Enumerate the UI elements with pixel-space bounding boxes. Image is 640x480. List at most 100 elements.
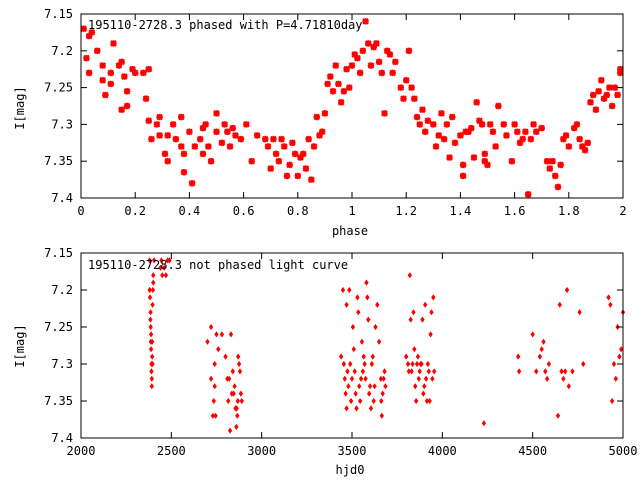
data-point [516, 353, 521, 360]
x-tick-label: 3500 [338, 444, 367, 458]
data-point [235, 412, 240, 419]
data-point [373, 40, 380, 47]
data-point [85, 32, 93, 40]
data-point [148, 346, 154, 353]
data-point [148, 309, 153, 316]
data-point [379, 412, 384, 419]
phased-points [80, 18, 624, 198]
data-point [617, 65, 624, 73]
data-point [563, 368, 568, 375]
data-point [371, 397, 376, 405]
data-point [555, 412, 561, 419]
data-point [337, 99, 345, 106]
data-point [348, 397, 354, 405]
data-point [83, 54, 90, 62]
data-point [381, 110, 388, 117]
data-point [435, 132, 442, 139]
data-point [358, 375, 364, 382]
x-tick-label: 4500 [518, 444, 547, 458]
data-point [286, 161, 293, 169]
data-point [404, 353, 409, 360]
data-point [566, 383, 571, 390]
data-point [102, 91, 109, 99]
data-point [619, 346, 624, 353]
x-tick-label: 0.8 [287, 204, 309, 218]
data-point [147, 257, 152, 264]
data-point [405, 360, 411, 368]
data-point [570, 124, 578, 132]
data-point [351, 51, 358, 58]
data-point [160, 272, 165, 279]
data-point [161, 150, 169, 158]
x-tick-label: 0.6 [233, 204, 255, 218]
data-point [161, 264, 167, 271]
data-point [503, 132, 510, 139]
data-point [416, 375, 422, 382]
data-point [527, 135, 535, 143]
data-point [99, 62, 106, 69]
data-point [349, 375, 355, 382]
data-point [205, 338, 210, 345]
data-point [428, 331, 433, 338]
data-point [270, 135, 277, 143]
data-point [378, 69, 386, 77]
data-point [149, 368, 154, 375]
data-point [343, 390, 348, 397]
data-point [231, 390, 236, 397]
data-point [561, 375, 566, 382]
data-point [180, 150, 188, 158]
data-point [329, 88, 337, 95]
data-point [234, 405, 239, 412]
data-point [449, 113, 456, 121]
data-point [570, 368, 575, 375]
data-point [343, 65, 350, 73]
data-point [551, 172, 559, 180]
data-point [308, 176, 315, 183]
data-point [145, 117, 153, 124]
y-tick-label: 7.15 [44, 7, 73, 21]
data-point [207, 157, 215, 165]
data-point [598, 76, 605, 84]
data-point [142, 95, 150, 102]
y-tick-label: 7.25 [44, 320, 73, 334]
data-point [539, 346, 544, 353]
data-point [147, 286, 152, 294]
data-point [216, 346, 221, 353]
data-point [248, 157, 255, 165]
data-point [359, 338, 365, 345]
phased-x-ticks: 0 0.2 0.4 0.6 0.8 1 1.2 1.4 1.6 1.8 2 [77, 14, 627, 218]
data-point [353, 390, 358, 397]
data-point [405, 47, 413, 55]
data-point [402, 76, 410, 84]
data-point [299, 150, 307, 158]
data-point [156, 132, 163, 139]
data-point [368, 405, 374, 412]
unphased-y-axis-label: I[mag] [13, 324, 27, 367]
data-point [214, 331, 219, 338]
data-point [467, 124, 475, 132]
data-point [459, 161, 467, 169]
data-point [432, 368, 437, 375]
data-point [429, 309, 434, 316]
data-point [208, 323, 214, 331]
data-point [541, 338, 546, 345]
data-point [533, 128, 540, 136]
data-point [617, 69, 624, 77]
data-point [606, 84, 613, 91]
data-point [579, 143, 586, 150]
data-point [381, 375, 386, 382]
data-point [149, 383, 154, 390]
unphased-light-curve-panel: 195110-2728.3 not phased light curve hjd… [13, 246, 637, 477]
data-point [180, 168, 188, 176]
data-point [366, 390, 372, 397]
data-point [202, 121, 209, 128]
data-point [226, 143, 234, 150]
data-point [530, 331, 535, 338]
data-point [577, 309, 582, 316]
data-point [420, 316, 425, 323]
data-point [131, 69, 139, 77]
data-point [227, 427, 233, 434]
y-tick-label: 7.15 [44, 246, 73, 260]
data-point [348, 62, 356, 69]
data-point [93, 47, 101, 55]
